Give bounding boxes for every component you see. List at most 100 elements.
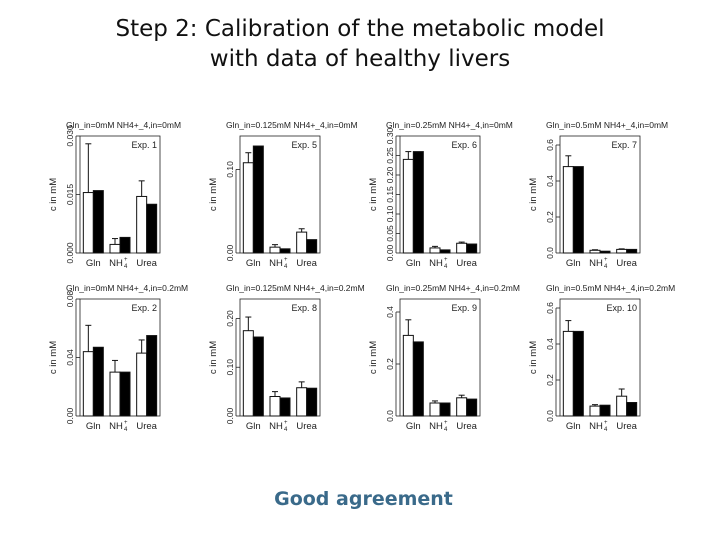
y-axis-label: c in mM bbox=[48, 178, 59, 211]
x-tick-label-sub: 4 bbox=[124, 264, 128, 270]
x-tick-label: Urea bbox=[136, 258, 157, 269]
title-line-1: Step 2: Calibration of the metabolic mod… bbox=[115, 16, 605, 42]
y-tick-label: 0.10 bbox=[225, 161, 235, 178]
panel-header: Gln_in=0mM NH4+_4,in=0mM bbox=[66, 120, 181, 130]
x-tick-label: Urea bbox=[456, 258, 477, 269]
x-tick-label: NH bbox=[269, 258, 283, 269]
x-tick-label: Gln bbox=[406, 258, 421, 269]
y-tick-label: 0.30 bbox=[385, 127, 395, 144]
bar-measured bbox=[616, 248, 628, 254]
bar-model bbox=[412, 151, 424, 254]
x-tick-label-sup: + bbox=[604, 420, 608, 426]
x-tick-label: NH bbox=[109, 421, 123, 432]
bar-chart-svg: Gln_in=0mM NH4+_4,in=0mM Exp. 1 0.000 0.015… bbox=[48, 120, 181, 270]
bar-measured bbox=[109, 371, 121, 417]
bar-model bbox=[306, 239, 318, 254]
bar-chart-svg: Gln_in=0.5mM NH4+_4,in=0.2mM Exp. 10 0.0 0.… bbox=[528, 283, 675, 433]
y-tick-label: 0.05 bbox=[385, 225, 395, 242]
x-tick-label: Gln bbox=[246, 258, 261, 269]
panel-header: Gln_in=0.125mM NH4+_4,in=0mM bbox=[226, 120, 358, 130]
x-tick-label-sup: + bbox=[444, 257, 448, 263]
y-tick-label: 0.000 bbox=[65, 242, 75, 264]
x-tick-label-sup: + bbox=[284, 257, 288, 263]
y-axis-label: c in mM bbox=[368, 341, 379, 374]
x-tick-label: Gln bbox=[566, 258, 581, 269]
x-tick-label-sub: 4 bbox=[124, 427, 128, 433]
bar-model bbox=[599, 404, 611, 417]
bar-chart-svg: Gln_in=0mM NH4+_4,in=0.2mM Exp. 2 0.00 0.04… bbox=[48, 283, 188, 433]
x-tick-label: Gln bbox=[86, 421, 101, 432]
bar-chart-svg: Gln_in=0.5mM NH4+_4,in=0mM Exp. 7 0.0 0.2 0.… bbox=[528, 120, 668, 270]
bar-model bbox=[599, 250, 611, 254]
y-tick-label: 0.2 bbox=[545, 211, 555, 223]
x-tick-label: Gln bbox=[566, 421, 581, 432]
chart-panel: Gln_in=0.125mM NH4+_4,in=0mM Exp. 5 0.00 0.… bbox=[208, 120, 368, 283]
bar-measured bbox=[402, 334, 414, 417]
bar-measured bbox=[296, 387, 308, 417]
experiment-label: Exp. 6 bbox=[451, 140, 477, 150]
x-tick-label: Gln bbox=[246, 421, 261, 432]
bar-measured bbox=[562, 166, 574, 254]
chart-panel: Gln_in=0.5mM NH4+_4,in=0.2mM Exp. 10 0.0 0.… bbox=[528, 283, 688, 446]
x-tick-label-sub: 4 bbox=[284, 264, 288, 270]
bar-measured bbox=[269, 246, 281, 254]
bar-measured bbox=[296, 231, 308, 254]
experiment-label: Exp. 2 bbox=[131, 303, 157, 313]
title-line-2: with data of healthy livers bbox=[209, 46, 511, 72]
y-tick-label: 0.6 bbox=[545, 302, 555, 314]
y-axis-label: c in mM bbox=[48, 341, 59, 374]
x-tick-label-sub: 4 bbox=[284, 427, 288, 433]
x-tick-label: Urea bbox=[136, 421, 157, 432]
bar-model bbox=[252, 145, 264, 254]
bar-measured bbox=[269, 396, 281, 417]
chart-panel: Gln_in=0.5mM NH4+_4,in=0mM Exp. 7 0.0 0.2 0.… bbox=[528, 120, 688, 283]
panel-header: Gln_in=0.125mM NH4+_4,in=0.2mM bbox=[226, 283, 365, 293]
bar-measured bbox=[136, 352, 148, 417]
bar-measured bbox=[456, 397, 468, 417]
y-tick-label: 0.2 bbox=[385, 358, 395, 370]
x-tick-label-sub: 4 bbox=[444, 264, 448, 270]
x-tick-label: Urea bbox=[616, 258, 637, 269]
x-tick-label: Urea bbox=[616, 421, 637, 432]
x-tick-label-sub: 4 bbox=[444, 427, 448, 433]
bar-measured bbox=[109, 243, 121, 254]
slide-title: Step 2: Calibration of the metabolic mod… bbox=[0, 14, 720, 74]
y-tick-label: 0.08 bbox=[65, 290, 75, 307]
chart-panel: Gln_in=0.25mM NH4+_4,in=0mM Exp. 6 0.00 0.0… bbox=[368, 120, 528, 283]
bar-model bbox=[306, 387, 318, 417]
y-tick-label: 0.030 bbox=[65, 125, 75, 147]
y-tick-label: 0.2 bbox=[545, 374, 555, 386]
bar-measured bbox=[242, 162, 254, 254]
y-axis-label: c in mM bbox=[528, 178, 539, 211]
bar-measured bbox=[136, 195, 148, 254]
chart-panel: Gln_in=0.25mM NH4+_4,in=0.2mM Exp. 9 0.0 0.… bbox=[368, 283, 528, 446]
bar-model bbox=[119, 371, 131, 417]
bar-model bbox=[466, 398, 478, 417]
y-tick-label: 0.0 bbox=[545, 410, 555, 422]
experiment-label: Exp. 10 bbox=[606, 303, 637, 313]
experiment-label: Exp. 7 bbox=[611, 140, 637, 150]
x-tick-label-sup: + bbox=[604, 257, 608, 263]
bar-chart-svg: Gln_in=0.25mM NH4+_4,in=0.2mM Exp. 9 0.0 0.… bbox=[368, 283, 520, 433]
y-tick-label: 0.4 bbox=[545, 338, 555, 350]
panel-header: Gln_in=0mM NH4+_4,in=0.2mM bbox=[66, 283, 188, 293]
y-tick-label: 0.15 bbox=[385, 186, 395, 203]
y-axis-label: c in mM bbox=[208, 341, 219, 374]
bar-model bbox=[92, 346, 104, 417]
experiment-label: Exp. 1 bbox=[131, 140, 157, 150]
bar-measured bbox=[589, 405, 601, 417]
bar-measured bbox=[402, 158, 414, 254]
y-tick-label: 0.04 bbox=[65, 349, 75, 366]
y-axis-label: c in mM bbox=[368, 178, 379, 211]
bar-model bbox=[439, 402, 451, 417]
experiment-label: Exp. 5 bbox=[291, 140, 317, 150]
bar-measured bbox=[562, 330, 574, 417]
x-tick-label-sub: 4 bbox=[604, 264, 608, 270]
bar-measured bbox=[82, 351, 94, 417]
y-tick-label: 0.6 bbox=[545, 139, 555, 151]
y-tick-label: 0.0 bbox=[545, 247, 555, 259]
bar-model bbox=[626, 402, 638, 417]
footer-note: Good agreement bbox=[274, 488, 453, 510]
bar-model bbox=[439, 249, 451, 254]
bar-model bbox=[119, 236, 131, 254]
